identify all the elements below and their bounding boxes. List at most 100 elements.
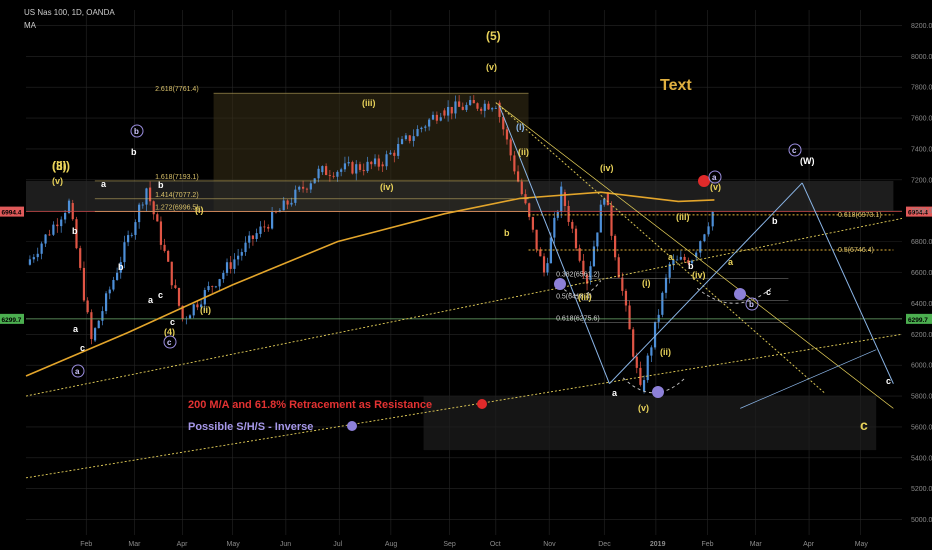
- circled-wave-marker: [708, 170, 722, 184]
- candle-body: [520, 181, 523, 195]
- wave-label: (3): [52, 159, 67, 173]
- candle-body: [200, 304, 203, 308]
- candle-body: [690, 260, 694, 264]
- time-tick-label: May: [855, 541, 869, 548]
- candle-body: [366, 161, 369, 172]
- candle-body: [36, 253, 39, 258]
- wave-label: (iii): [676, 212, 690, 222]
- price-badge-left: [0, 206, 24, 217]
- candle-body: [420, 127, 423, 130]
- candle-body: [112, 279, 115, 290]
- shs-arc: [622, 377, 686, 394]
- wave-label: (iv): [600, 163, 614, 173]
- price-tick-label: 7200.0: [911, 177, 932, 184]
- candle-body: [679, 256, 682, 260]
- candle-body: [255, 233, 258, 239]
- candle-body: [301, 186, 305, 189]
- candle-body: [48, 234, 51, 236]
- ma-line: [25, 191, 715, 377]
- candle-body: [509, 139, 512, 156]
- price-tick-label: 5000.0: [911, 517, 932, 524]
- wave-label: b: [688, 261, 694, 271]
- price-axis[interactable]: 5000.0 5200.0 5400.0 5600.0 5800.0 6000.0 6200…: [911, 23, 932, 524]
- candle-body: [494, 108, 497, 109]
- resistance-zone: [26, 180, 894, 212]
- candle-body: [177, 287, 181, 306]
- wave-label: (iii): [52, 159, 70, 173]
- candle-body: [267, 226, 270, 229]
- time-tick-label: Dec: [598, 541, 611, 548]
- retrace-label: 0.5(6418.4): [556, 294, 592, 301]
- blue-wave-iv: [740, 349, 877, 409]
- candle-body: [393, 152, 396, 156]
- candle-body: [632, 329, 635, 357]
- wave-label: (i): [516, 122, 525, 132]
- candle-body: [192, 304, 195, 316]
- candle-body: [408, 135, 411, 141]
- candle-body: [560, 186, 563, 213]
- candle-body: [539, 249, 542, 257]
- price-badge-left: [0, 313, 24, 324]
- candle-body: [447, 106, 450, 116]
- candle-body: [596, 232, 599, 247]
- candle-body: [589, 266, 592, 281]
- candle-body: [101, 311, 104, 321]
- wave-label: (iv): [380, 182, 394, 192]
- check-icon: [554, 278, 566, 290]
- candle-body: [695, 252, 698, 258]
- candle-body: [274, 211, 278, 213]
- candle-body: [370, 161, 373, 165]
- candle-body: [343, 163, 347, 170]
- candle-body: [542, 256, 546, 273]
- candle-body: [211, 286, 214, 287]
- circled-wave-label: a: [712, 173, 717, 182]
- shaded-zones: [26, 93, 894, 451]
- candle-body: [305, 188, 309, 190]
- candle-body: [225, 262, 229, 273]
- time-tick-label: Apr: [803, 541, 815, 548]
- candle-body: [328, 175, 331, 176]
- candle-body: [373, 158, 377, 165]
- indicator-label[interactable]: MA: [24, 21, 36, 30]
- circled-wave-label: a: [75, 367, 80, 376]
- time-axis[interactable]: Feb Mar Apr May Jun Jul Aug Sep Oct Nov Dec 2019 Feb…: [80, 541, 868, 548]
- circled-wave-marker: [745, 297, 759, 311]
- wave-label: a: [668, 252, 674, 262]
- wave-label: (i): [642, 278, 651, 288]
- candle-body: [170, 261, 173, 286]
- price-tick-label: 7600.0: [911, 116, 932, 123]
- candle-body: [362, 169, 365, 172]
- candle-body: [156, 214, 159, 222]
- candle-body: [130, 234, 133, 236]
- time-tick-label: Sep: [443, 541, 456, 548]
- candle-body: [248, 235, 251, 243]
- candle-body: [290, 202, 293, 205]
- candle-body: [251, 235, 255, 239]
- candle-body: [233, 259, 236, 269]
- candle-body: [317, 168, 320, 179]
- wave-label: (v): [486, 62, 497, 72]
- wave-label: (i): [195, 205, 204, 215]
- candle-body: [347, 162, 350, 164]
- circled-wave-label: b: [749, 300, 754, 309]
- candle-body: [711, 211, 714, 227]
- candle-body: [244, 242, 247, 253]
- candle-body: [628, 305, 631, 330]
- candle-body: [188, 315, 192, 319]
- candle-body: [351, 162, 354, 174]
- wave-label: c: [860, 417, 868, 433]
- candle-body: [531, 217, 535, 230]
- chart-header: US Nas 100, 1D, OANDA MA: [24, 6, 115, 32]
- wave-label: (v): [638, 403, 649, 413]
- candle-body: [294, 189, 297, 203]
- candle-body: [617, 257, 620, 278]
- candle-body: [40, 243, 43, 254]
- price-tick-label: 7800.0: [911, 85, 932, 92]
- candle-body: [181, 305, 184, 319]
- blue-wave-ii: [609, 182, 803, 385]
- candle-body: [454, 101, 457, 114]
- candle-body: [676, 259, 679, 261]
- retrace-label: 0.618(6275.6): [556, 316, 600, 323]
- candle-body: [578, 248, 581, 261]
